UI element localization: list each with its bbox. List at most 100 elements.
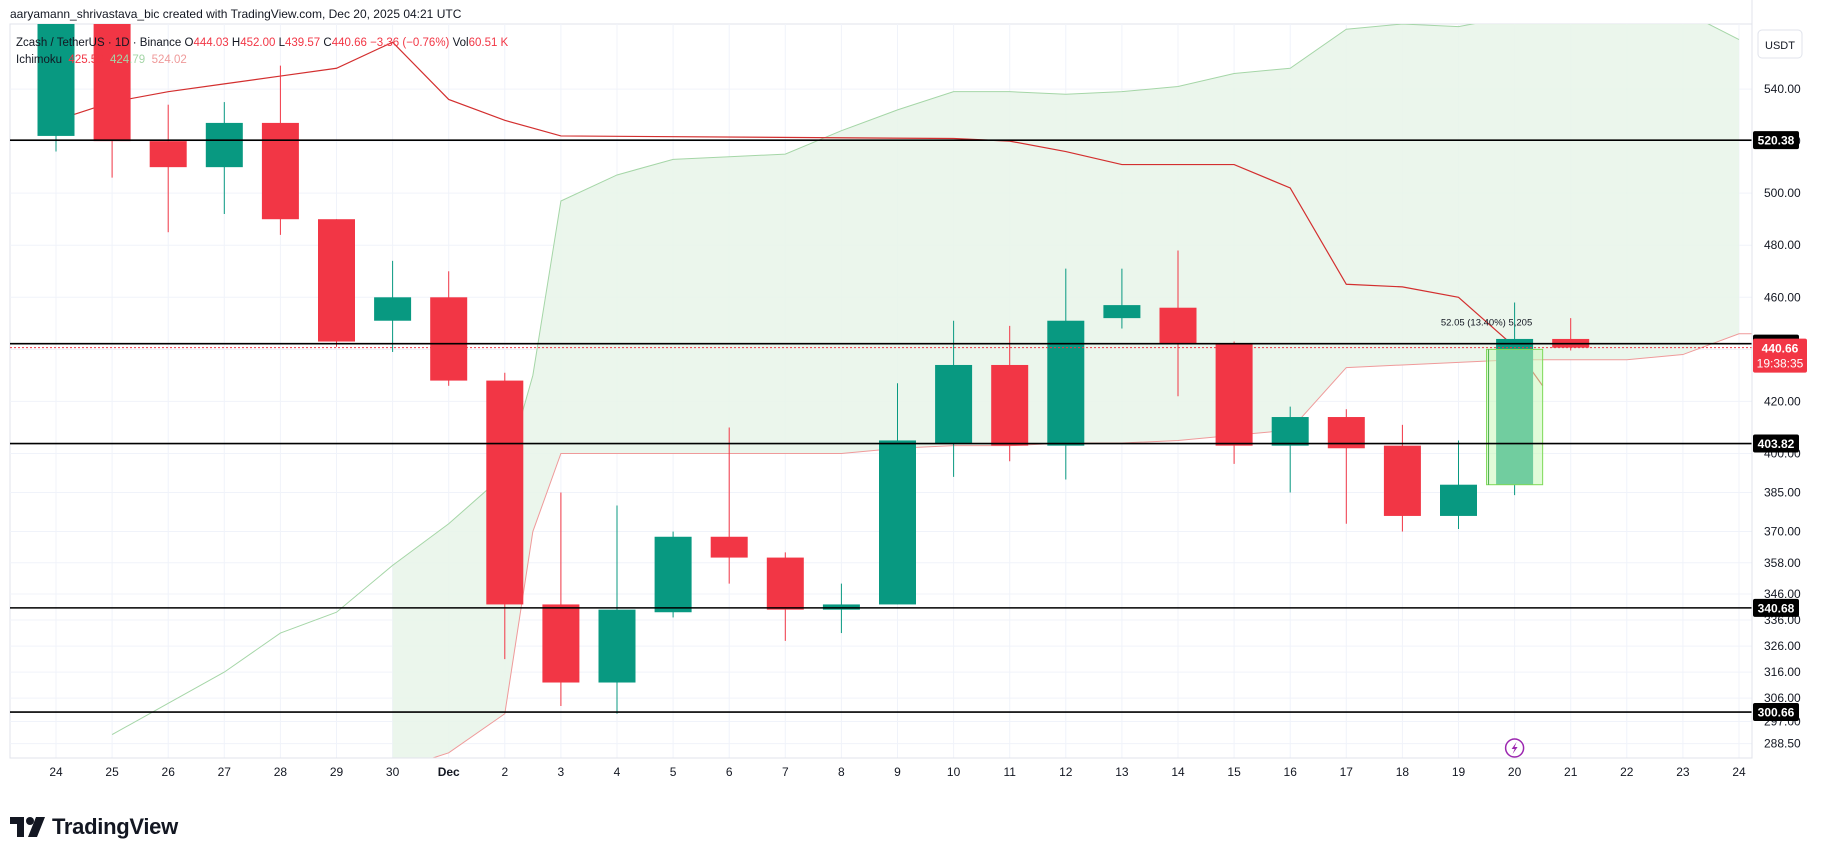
volume-label: Vol [453, 37, 469, 49]
currency-button-bg [1757, 29, 1803, 59]
tradingview-logo[interactable]: TradingView [10, 813, 178, 841]
indicator-value: 425.50 [62, 54, 104, 66]
y-tick-label: 306.00 [1764, 691, 1801, 705]
candle-body [318, 219, 355, 342]
y-tick-label: 316.00 [1764, 665, 1801, 679]
candle[interactable] [261, 65, 299, 235]
symbol-legend: Zcash / TetherUS · 1D · Binance O444.03 … [16, 37, 509, 49]
candle[interactable] [542, 492, 580, 706]
measure-box [1486, 348, 1544, 486]
candle[interactable] [654, 531, 692, 618]
candle-body [766, 557, 804, 610]
candle-body [935, 364, 973, 444]
volume-value: 60.51 K [469, 37, 509, 49]
candle[interactable] [598, 505, 636, 714]
candle[interactable] [93, 0, 131, 178]
candle-body [149, 141, 187, 168]
level-price-tag: 340.68 [1753, 598, 1799, 617]
candle-body [1047, 320, 1085, 446]
level-tag-bg [1753, 598, 1799, 617]
candle[interactable] [486, 372, 524, 660]
candle[interactable] [991, 325, 1029, 462]
indicator-value: 424.79 [104, 54, 146, 66]
x-tick-label: 23 [1676, 765, 1690, 779]
y-tick-label: 346.00 [1764, 587, 1801, 601]
measure-tool[interactable]: 52.05 (13.40%) 5,205 [1441, 317, 1544, 486]
candle[interactable] [37, 0, 75, 152]
close-label: C [323, 37, 331, 49]
currency-button[interactable]: USDT [1757, 29, 1803, 59]
candle-body [542, 604, 580, 683]
y-tick-label: 500.00 [1764, 186, 1801, 200]
candle[interactable] [1215, 341, 1253, 464]
level-price-tag: 520.38 [1753, 131, 1799, 150]
candle[interactable] [710, 427, 748, 584]
last-price-bg [1753, 338, 1807, 373]
x-tick-label: 20 [1508, 765, 1522, 779]
last-price-text: 440.66 [1762, 342, 1799, 356]
x-tick-label: 11 [1003, 765, 1016, 779]
x-tick-label: 13 [1115, 765, 1129, 779]
x-tick-label: 27 [218, 765, 232, 779]
x-tick-label: 30 [386, 765, 400, 779]
x-axis: 24 25 26 27 28 29 30 Dec 2 3 4 5 6 7 8 9 10 11 12 13 14 15 16 1… [10, 757, 1752, 779]
attribution-text: aaryamann_shrivastava_bic created with T… [10, 7, 462, 21]
currency-label: USDT [1765, 40, 1795, 52]
candle-body [822, 604, 860, 610]
high-value: 452.00 [240, 37, 275, 49]
candle-body [1440, 484, 1477, 516]
candle-body [991, 364, 1029, 446]
x-tick-label: 26 [162, 765, 176, 779]
candle[interactable] [879, 383, 916, 605]
candle[interactable] [1159, 250, 1197, 397]
x-tick-label: 22 [1620, 765, 1634, 779]
x-tick-label: 8 [838, 765, 845, 779]
level-tag-text: 340.68 [1758, 601, 1795, 615]
open-label: O [185, 37, 194, 49]
candle-body [1383, 445, 1421, 516]
candle[interactable] [1271, 406, 1309, 493]
candle-body [486, 380, 524, 605]
y-tick-label: 288.50 [1764, 737, 1801, 751]
candle-body [374, 297, 412, 321]
y-tick-label: 540.00 [1764, 82, 1801, 96]
candle[interactable] [935, 320, 973, 477]
x-tick-label: 29 [330, 765, 344, 779]
x-tick-label: 16 [1284, 765, 1298, 779]
candle[interactable] [1047, 268, 1085, 480]
y-tick-label: 385.00 [1764, 486, 1801, 500]
y-tick-label: 480.00 [1764, 238, 1801, 252]
y-axis: 288.50297.00306.00316.00326.00336.00346.… [1751, 0, 1807, 758]
candle[interactable] [374, 260, 412, 352]
candle-body [37, 24, 75, 136]
candle[interactable] [1440, 440, 1477, 529]
y-tick-label: 420.00 [1764, 394, 1801, 408]
indicator-legend[interactable]: Ichimoku 425.50 424.79 524.02 [16, 54, 187, 66]
candle-body [205, 122, 243, 168]
open-value: 444.03 [194, 37, 229, 49]
candle[interactable] [1383, 424, 1421, 532]
candle[interactable] [318, 219, 355, 347]
candle-body [879, 440, 916, 605]
x-tick-label: 21 [1564, 765, 1578, 779]
measure-label: 52.05 (13.40%) 5,205 [1441, 317, 1532, 328]
x-tick-label: 12 [1059, 765, 1073, 779]
candle[interactable] [205, 102, 243, 215]
x-tick-label: 19 [1452, 765, 1466, 779]
indicator-name: Ichimoku [16, 54, 62, 66]
level-tag-bg [1753, 703, 1799, 722]
x-tick-label: 3 [558, 765, 565, 779]
candle[interactable] [766, 552, 804, 641]
candle-body [93, 24, 131, 142]
level-tag-text: 300.66 [1758, 706, 1795, 720]
candle[interactable] [149, 104, 187, 233]
lightning-event-icon[interactable] [1504, 738, 1525, 758]
candle[interactable] [430, 271, 468, 386]
candle-body [1103, 305, 1141, 319]
candle[interactable] [1103, 268, 1141, 329]
candle-body [710, 536, 748, 558]
close-value: 440.66 [332, 37, 367, 49]
x-tick-label: 14 [1171, 765, 1185, 779]
x-tick-label: 4 [614, 765, 621, 779]
